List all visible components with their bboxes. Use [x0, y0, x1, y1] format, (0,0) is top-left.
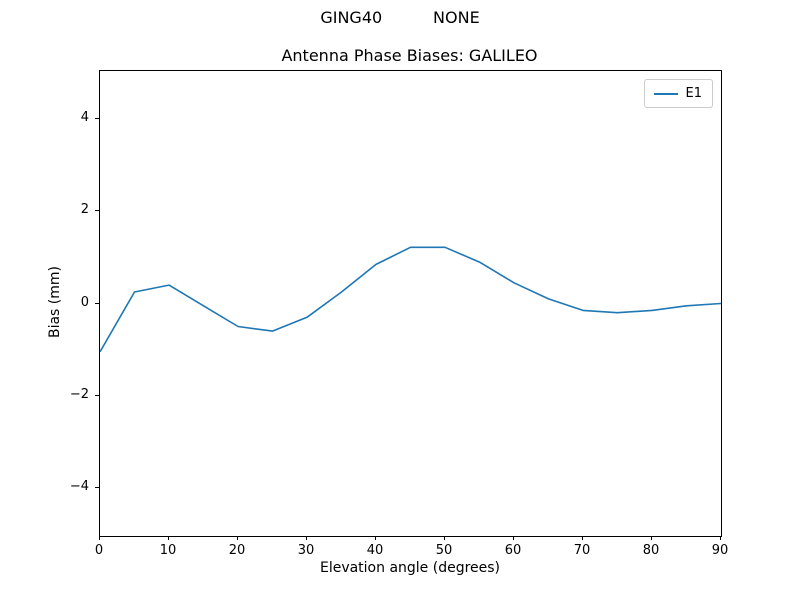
x-tick-mark	[513, 536, 514, 540]
series-line-e1	[100, 246, 721, 353]
y-tick-mark	[95, 394, 99, 396]
x-tick-label: 0	[94, 543, 104, 558]
x-tick-label: 10	[159, 543, 177, 558]
x-tick-mark	[651, 536, 652, 540]
x-tick-label: 80	[642, 543, 660, 558]
x-tick-label: 70	[573, 543, 591, 558]
y-tick-label: 4	[80, 110, 89, 126]
x-tick-label: 90	[711, 543, 729, 558]
y-tick-label: −4	[69, 478, 89, 494]
legend: E1	[643, 79, 713, 108]
plot-area: E1	[99, 70, 722, 537]
y-tick-mark	[95, 302, 99, 304]
y-tick-mark	[95, 210, 99, 212]
x-tick-label: 60	[504, 543, 522, 558]
x-tick-label: 20	[228, 543, 246, 558]
x-tick-label: 40	[366, 543, 384, 558]
legend-label-e1: E1	[685, 86, 703, 101]
y-tick-label: 2	[80, 202, 89, 218]
x-tick-label: 50	[435, 543, 453, 558]
x-axis-label: Elevation angle (degrees)	[319, 560, 501, 576]
x-tick-mark	[237, 536, 238, 540]
chart-title: Antenna Phase Biases: GALILEO	[281, 46, 538, 65]
y-tick-mark	[95, 118, 99, 120]
x-tick-mark	[306, 536, 307, 540]
y-tick-mark	[95, 486, 99, 488]
x-tick-label: 30	[297, 543, 315, 558]
legend-line-swatch	[653, 92, 678, 95]
y-tick-label: 0	[80, 294, 89, 310]
x-tick-mark	[582, 536, 583, 540]
x-tick-mark	[168, 536, 169, 540]
y-tick-label: −2	[69, 386, 89, 402]
x-tick-mark	[720, 536, 721, 540]
x-tick-mark	[375, 536, 376, 540]
line-chart	[100, 246, 721, 353]
x-tick-mark	[444, 536, 445, 540]
x-tick-mark	[99, 536, 100, 540]
figure-suptitle: GING40 NONE	[320, 8, 480, 27]
